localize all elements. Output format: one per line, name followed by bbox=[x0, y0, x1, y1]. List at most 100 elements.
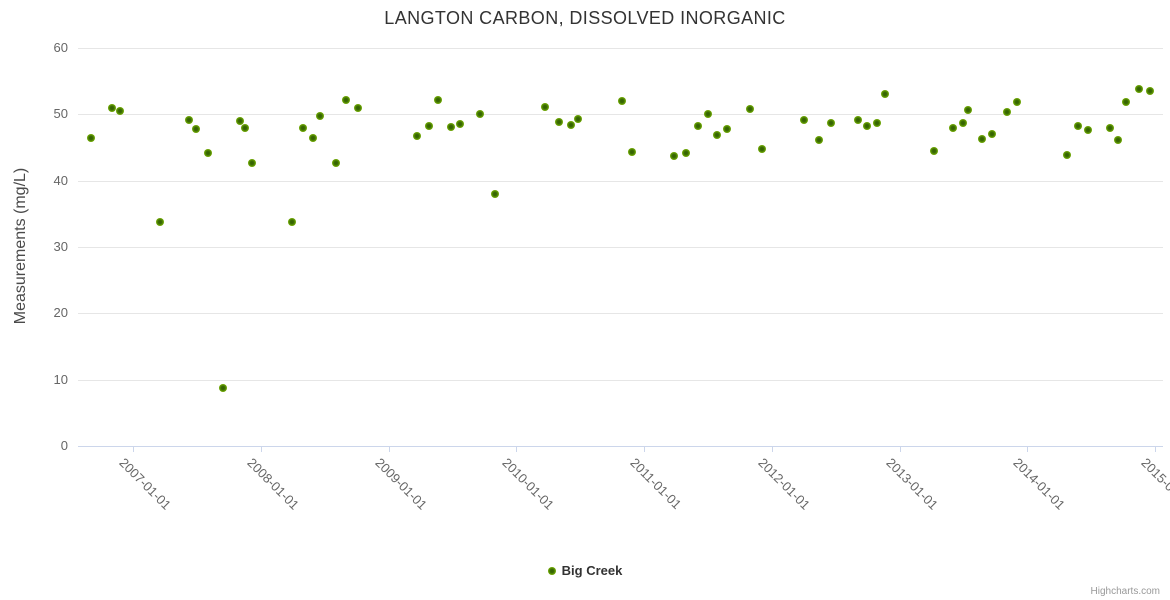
legend-label: Big Creek bbox=[561, 563, 623, 578]
data-point[interactable] bbox=[191, 124, 200, 133]
data-point[interactable] bbox=[241, 124, 250, 133]
x-axis-tick bbox=[899, 447, 901, 452]
x-axis-tick bbox=[644, 447, 646, 452]
data-point[interactable] bbox=[854, 115, 863, 124]
x-axis-tick-label: 2011-01-01 bbox=[627, 455, 685, 512]
data-point[interactable] bbox=[204, 149, 213, 158]
x-axis-tick bbox=[1027, 447, 1029, 452]
data-point[interactable] bbox=[1003, 107, 1012, 116]
data-point[interactable] bbox=[800, 115, 809, 124]
data-point[interactable] bbox=[566, 120, 575, 129]
data-point[interactable] bbox=[1062, 151, 1071, 160]
data-point[interactable] bbox=[299, 123, 308, 132]
data-point[interactable] bbox=[316, 112, 325, 121]
data-point[interactable] bbox=[826, 118, 835, 127]
data-point[interactable] bbox=[929, 146, 938, 155]
data-point[interactable] bbox=[978, 134, 987, 143]
data-point[interactable] bbox=[541, 103, 550, 112]
data-point[interactable] bbox=[712, 130, 721, 139]
x-axis-tick-label: 2007-01-01 bbox=[116, 455, 175, 513]
x-axis-tick-label: 2014-01-01 bbox=[1010, 455, 1069, 513]
credits-link[interactable]: Highcharts.com bbox=[1090, 586, 1160, 597]
x-axis-tick-label: 2010-01-01 bbox=[499, 455, 558, 513]
data-point[interactable] bbox=[1074, 122, 1083, 131]
data-point[interactable] bbox=[862, 121, 871, 130]
data-point[interactable] bbox=[682, 148, 691, 157]
data-point[interactable] bbox=[958, 118, 967, 127]
x-axis-line bbox=[78, 446, 1163, 447]
data-point[interactable] bbox=[287, 218, 296, 227]
data-point[interactable] bbox=[353, 104, 362, 113]
x-axis-tick bbox=[771, 447, 773, 452]
y-axis-tick-label: 0 bbox=[60, 438, 68, 453]
data-point[interactable] bbox=[949, 123, 958, 132]
y-gridline bbox=[78, 48, 1163, 49]
data-point[interactable] bbox=[115, 107, 124, 116]
data-point[interactable] bbox=[703, 110, 712, 119]
data-point[interactable] bbox=[247, 158, 256, 167]
data-point[interactable] bbox=[694, 121, 702, 130]
x-axis-tick-label: 2013-01-01 bbox=[882, 455, 941, 513]
data-point[interactable] bbox=[758, 144, 767, 153]
x-axis-tick-label: 2008-01-01 bbox=[244, 455, 303, 513]
data-point[interactable] bbox=[723, 124, 732, 133]
data-point[interactable] bbox=[746, 105, 755, 114]
data-point[interactable] bbox=[1146, 87, 1155, 96]
legend-item-big-creek[interactable]: Big Creek bbox=[0, 563, 1170, 578]
data-point[interactable] bbox=[627, 148, 636, 157]
y-gridline bbox=[78, 313, 1163, 315]
y-gridline bbox=[78, 180, 1163, 182]
y-axis-tick-label: 50 bbox=[53, 106, 68, 122]
y-axis-title: Measurements (mg/L) bbox=[12, 167, 29, 325]
y-gridline bbox=[78, 379, 1163, 381]
x-axis-tick bbox=[516, 447, 518, 452]
data-point[interactable] bbox=[424, 121, 433, 130]
data-point[interactable] bbox=[987, 129, 996, 138]
x-axis-tick bbox=[133, 447, 135, 452]
y-gridline bbox=[78, 114, 1163, 116]
y-axis-tick-label: 20 bbox=[53, 305, 68, 321]
data-point[interactable] bbox=[1134, 85, 1143, 94]
y-axis-tick-label: 40 bbox=[53, 172, 68, 188]
data-point[interactable] bbox=[1084, 125, 1093, 134]
data-point[interactable] bbox=[573, 114, 582, 123]
data-point[interactable] bbox=[873, 118, 882, 127]
data-point[interactable] bbox=[309, 133, 318, 142]
data-point[interactable] bbox=[491, 189, 500, 198]
data-point[interactable] bbox=[331, 158, 340, 167]
x-axis-tick bbox=[388, 447, 390, 452]
data-point[interactable] bbox=[456, 120, 465, 129]
data-point[interactable] bbox=[235, 116, 244, 125]
legend-marker-icon bbox=[547, 566, 556, 575]
data-point[interactable] bbox=[341, 95, 350, 104]
data-point[interactable] bbox=[155, 217, 164, 226]
y-axis-tick-label: 30 bbox=[53, 239, 68, 254]
data-point[interactable] bbox=[434, 96, 443, 105]
data-point[interactable] bbox=[555, 117, 564, 126]
x-axis-tick bbox=[260, 447, 262, 452]
data-point[interactable] bbox=[1013, 98, 1022, 107]
data-point[interactable] bbox=[446, 122, 455, 131]
x-axis-tick-label: 2015-01-01 bbox=[1138, 455, 1170, 513]
data-point[interactable] bbox=[185, 115, 194, 124]
data-point[interactable] bbox=[218, 383, 227, 392]
data-point[interactable] bbox=[618, 97, 627, 106]
data-point[interactable] bbox=[964, 106, 973, 115]
data-point[interactable] bbox=[108, 104, 117, 113]
x-axis-tick-label: 2009-01-01 bbox=[372, 455, 430, 513]
data-point[interactable] bbox=[412, 131, 421, 140]
y-gridline bbox=[78, 247, 1163, 248]
data-point[interactable] bbox=[1122, 97, 1131, 106]
data-point[interactable] bbox=[1113, 136, 1122, 145]
x-axis-tick bbox=[1154, 447, 1156, 452]
data-point[interactable] bbox=[880, 90, 889, 99]
y-axis-tick-label: 10 bbox=[53, 371, 68, 387]
data-point[interactable] bbox=[670, 152, 679, 161]
data-point[interactable] bbox=[86, 134, 95, 143]
data-point[interactable] bbox=[475, 110, 484, 119]
data-point[interactable] bbox=[814, 135, 823, 144]
data-point[interactable] bbox=[1106, 124, 1115, 133]
x-axis-tick-label: 2012-01-01 bbox=[755, 455, 813, 513]
chart-title: LANGTON CARBON, DISSOLVED INORGANIC bbox=[384, 8, 786, 28]
